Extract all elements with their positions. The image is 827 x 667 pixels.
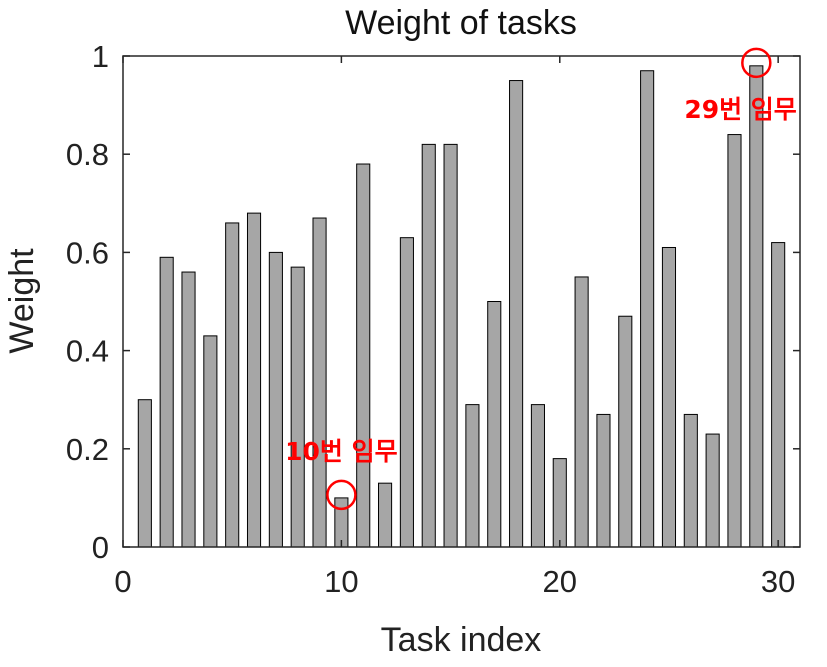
bar-task-30 bbox=[771, 242, 786, 548]
bar-task-20 bbox=[552, 458, 567, 548]
bar-task-8 bbox=[290, 266, 305, 548]
x-tick-label: 20 bbox=[543, 564, 577, 599]
bar-task-29 bbox=[749, 65, 764, 548]
x-tick-label: 0 bbox=[114, 564, 131, 599]
annotation-label: 29번 임무 bbox=[684, 95, 797, 124]
x-tick-label: 10 bbox=[324, 564, 358, 599]
annotation-circle bbox=[326, 479, 357, 511]
bar-task-17 bbox=[487, 301, 502, 548]
annotation-circle bbox=[741, 47, 772, 79]
bar-task-28 bbox=[727, 134, 742, 548]
bar-task-6 bbox=[246, 212, 262, 548]
annotations-layer: 10번 임무 29번 임무 bbox=[285, 47, 797, 511]
bar-task-7 bbox=[268, 251, 283, 548]
x-axis-label: Task index bbox=[381, 621, 542, 659]
bar-task-25 bbox=[661, 246, 677, 548]
annotation-label: 10번 임무 bbox=[285, 437, 398, 466]
x-tick-label: 30 bbox=[761, 564, 795, 599]
bar-task-18 bbox=[509, 80, 524, 548]
bar-task-23 bbox=[618, 315, 633, 548]
bar-task-10 bbox=[334, 497, 349, 548]
bar-task-9 bbox=[312, 217, 327, 548]
bar-task-27 bbox=[705, 433, 720, 548]
bar-task-1 bbox=[137, 399, 152, 548]
bar-task-11 bbox=[356, 163, 371, 548]
y-axis-label: Weight bbox=[3, 248, 41, 354]
bars-layer bbox=[137, 65, 786, 548]
y-tick-label: 0 bbox=[92, 530, 109, 565]
ticks-layer: 0 10 20 30 0 0.2 0.4 0.6 0.8 1 bbox=[66, 39, 800, 599]
bar-task-2 bbox=[159, 256, 174, 548]
bar-task-3 bbox=[181, 271, 196, 548]
bar-task-19 bbox=[530, 404, 545, 548]
chart-title: Weight of tasks bbox=[345, 4, 577, 42]
bar-task-12 bbox=[378, 482, 393, 548]
bar-task-21 bbox=[574, 276, 589, 548]
bar-task-15 bbox=[443, 143, 458, 548]
y-tick-label: 0.6 bbox=[66, 235, 109, 270]
bar-task-4 bbox=[203, 335, 218, 548]
y-tick-label: 0.4 bbox=[66, 334, 109, 369]
plot-frame bbox=[122, 55, 801, 548]
bar-task-24 bbox=[640, 70, 655, 548]
bar-task-14 bbox=[421, 143, 436, 548]
y-tick-label: 0.2 bbox=[66, 432, 109, 467]
y-tick-label: 1 bbox=[92, 39, 109, 74]
y-tick-label: 0.8 bbox=[66, 137, 109, 172]
bar-task-13 bbox=[399, 237, 414, 548]
bar-task-5 bbox=[225, 222, 240, 548]
bar-task-16 bbox=[465, 404, 480, 548]
bar-task-26 bbox=[683, 413, 698, 548]
bar-task-22 bbox=[596, 413, 611, 548]
